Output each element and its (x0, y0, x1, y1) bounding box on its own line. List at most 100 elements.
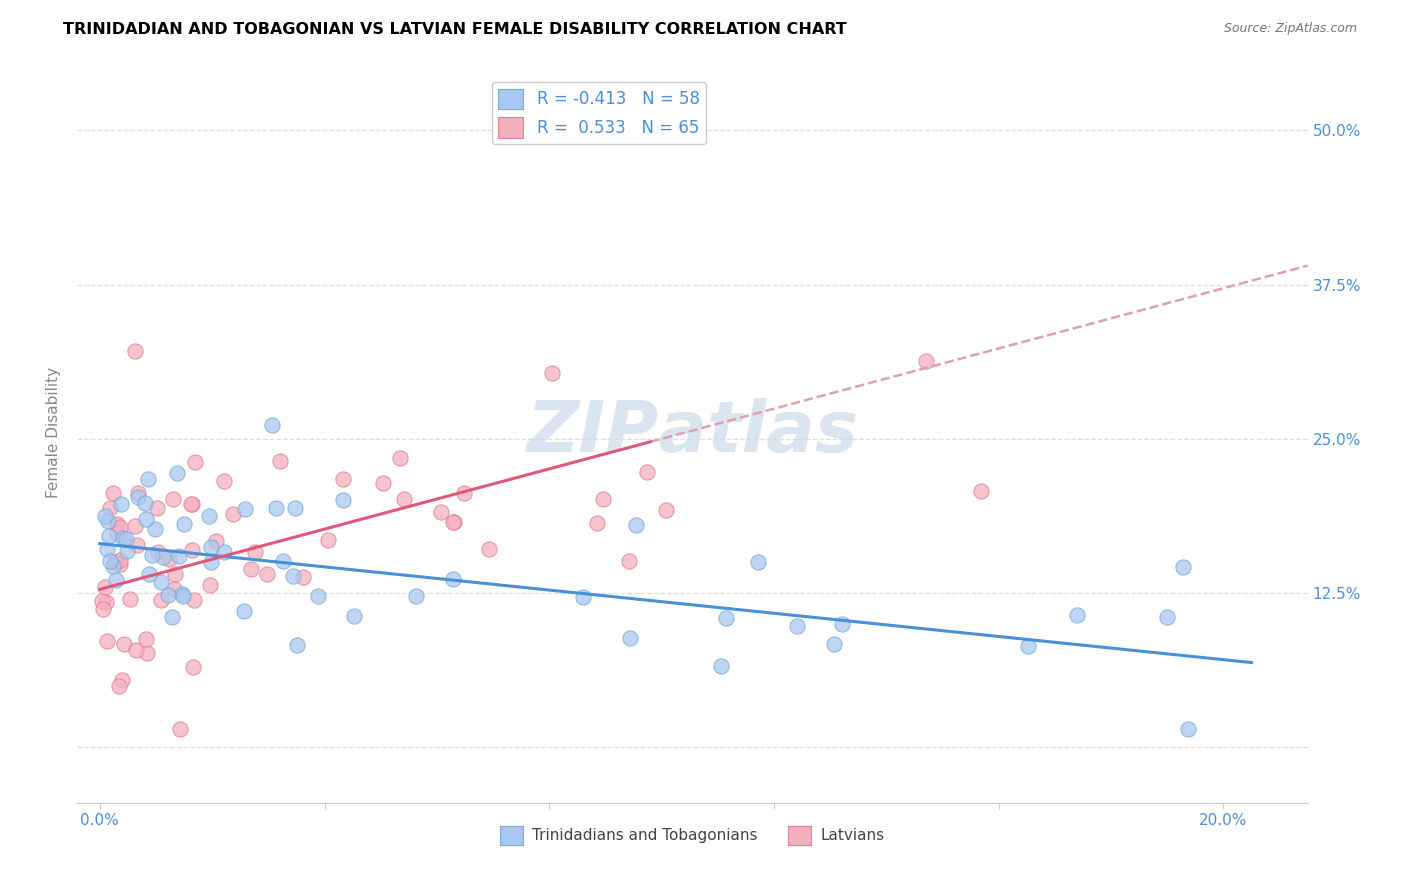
Point (453, 486, 475, 500)
Point (200, 541, 222, 555)
Point (166, 467, 188, 481)
Point (626, 517, 648, 532)
Point (914, 354, 936, 368)
Point (969, 483, 991, 498)
Point (655, 503, 678, 517)
Point (115, 544, 138, 558)
Point (135, 632, 157, 647)
Point (392, 491, 415, 506)
Point (443, 515, 465, 529)
Point (478, 541, 501, 556)
Point (823, 637, 845, 651)
Point (124, 344, 146, 359)
Point (136, 646, 159, 660)
Point (96, 541, 118, 556)
Point (90, 594, 112, 608)
Point (307, 589, 329, 603)
Point (152, 549, 174, 564)
Y-axis label: Female Disability: Female Disability (46, 367, 62, 499)
Point (441, 515, 464, 529)
Point (143, 522, 166, 536)
Point (389, 451, 412, 466)
Point (172, 589, 194, 603)
Point (94, 595, 117, 609)
Point (148, 545, 170, 559)
Point (619, 631, 641, 645)
Point (1017, 639, 1039, 653)
Point (125, 538, 148, 552)
Point (135, 512, 157, 526)
Point (108, 520, 131, 534)
Point (110, 497, 132, 511)
Text: Source: ZipAtlas.com: Source: ZipAtlas.com (1223, 22, 1357, 36)
Point (831, 617, 853, 632)
Point (180, 497, 202, 511)
Point (260, 418, 283, 433)
Point (170, 587, 193, 601)
Point (316, 533, 339, 547)
Point (98, 529, 121, 543)
Point (198, 578, 221, 592)
Point (183, 593, 205, 607)
Point (200, 555, 222, 569)
Point (541, 366, 564, 380)
Point (181, 543, 204, 558)
Point (160, 610, 183, 624)
Point (1171, 559, 1194, 574)
Point (405, 589, 427, 603)
Point (269, 454, 291, 468)
Point (429, 505, 451, 519)
Point (101, 558, 124, 573)
Point (138, 567, 160, 582)
Text: TRINIDADIAN AND TOBAGONIAN VS LATVIAN FEMALE DISABILITY CORRELATION CHART: TRINIDADIAN AND TOBAGONIAN VS LATVIAN FE… (63, 22, 846, 37)
Point (93, 580, 115, 594)
Point (98, 554, 121, 568)
Point (101, 485, 124, 500)
Point (205, 533, 228, 548)
Point (125, 643, 148, 657)
Point (105, 526, 128, 541)
Point (710, 659, 733, 673)
Point (111, 673, 134, 687)
Point (104, 555, 127, 569)
Point (233, 604, 256, 618)
Point (98, 500, 121, 515)
Point (245, 545, 267, 559)
Point (91, 602, 114, 616)
Point (181, 497, 204, 511)
Point (181, 660, 204, 674)
Point (636, 465, 658, 479)
Point (127, 490, 149, 504)
Point (127, 485, 149, 500)
Point (150, 575, 173, 590)
Point (141, 549, 163, 563)
Point (343, 609, 366, 624)
Point (617, 554, 640, 568)
Point (284, 500, 307, 515)
Point (105, 516, 128, 531)
Point (332, 472, 354, 486)
Point (332, 492, 354, 507)
Point (222, 507, 245, 521)
Point (134, 496, 156, 510)
Point (273, 554, 295, 568)
Point (124, 519, 146, 533)
Point (264, 500, 287, 515)
Point (586, 516, 609, 531)
Point (112, 637, 135, 651)
Point (747, 555, 769, 569)
Point (96, 634, 118, 648)
Point (1177, 722, 1199, 736)
Point (373, 475, 395, 490)
Point (572, 591, 595, 605)
Point (157, 588, 180, 602)
Point (714, 611, 737, 625)
Legend: Trinidadians and Tobagonians, Latvians: Trinidadians and Tobagonians, Latvians (494, 820, 891, 851)
Point (173, 517, 195, 532)
Point (163, 567, 186, 582)
Point (157, 552, 180, 566)
Point (97, 514, 120, 528)
Point (111, 531, 134, 545)
Point (169, 722, 191, 736)
Point (285, 638, 308, 652)
